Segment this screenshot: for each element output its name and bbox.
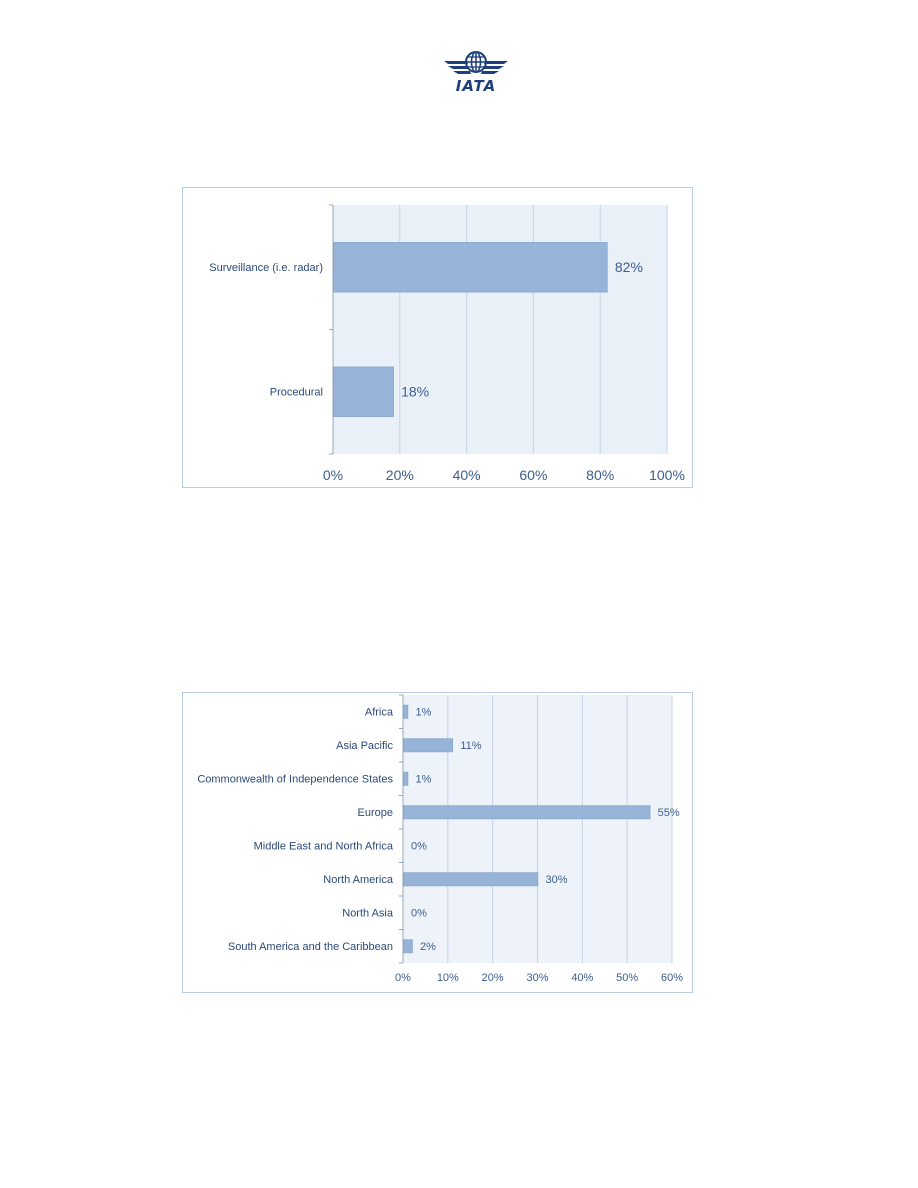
data-label: 1% bbox=[415, 707, 431, 719]
data-label: 55% bbox=[658, 807, 680, 819]
data-label: 82% bbox=[615, 259, 643, 275]
x-tick-label: 0% bbox=[395, 972, 411, 984]
x-tick-label: 40% bbox=[571, 972, 593, 984]
data-label: 30% bbox=[546, 874, 568, 886]
x-tick-label: 60% bbox=[661, 972, 683, 984]
x-tick-label: 60% bbox=[519, 467, 547, 483]
x-tick-label: 50% bbox=[616, 972, 638, 984]
x-tick-label: 30% bbox=[526, 972, 548, 984]
category-label: Africa bbox=[365, 707, 394, 719]
category-label: Europe bbox=[358, 807, 393, 819]
category-label: Middle East and North Africa bbox=[254, 841, 394, 853]
data-label: 0% bbox=[411, 841, 427, 853]
category-label: Asia Pacific bbox=[336, 740, 393, 752]
x-tick-label: 80% bbox=[586, 467, 614, 483]
category-label: Procedural bbox=[270, 387, 323, 399]
iata-logo: IATA bbox=[443, 50, 509, 98]
data-label: 18% bbox=[401, 384, 429, 400]
chart-control-type-svg: 0% 20% 40% 60% 80% 100% Surveillance (i.e. rad… bbox=[209, 204, 685, 483]
x-tick-label: 10% bbox=[437, 972, 459, 984]
chart-regions: 0% 10% 20% 30% 40% 50% 60% Africa 1% Asia Pacific… bbox=[182, 692, 693, 993]
bar bbox=[333, 242, 608, 293]
bar bbox=[333, 366, 394, 417]
data-label: 0% bbox=[411, 908, 427, 920]
globe-wings-icon bbox=[444, 51, 508, 74]
bar bbox=[403, 771, 409, 786]
x-tick-label: 40% bbox=[453, 467, 481, 483]
data-label: 11% bbox=[460, 740, 481, 752]
category-label: Commonwealth of Independence States bbox=[197, 774, 393, 786]
data-label: 1% bbox=[415, 774, 431, 786]
chart-control-type: 0% 20% 40% 60% 80% 100% Surveillance (i.e. rad… bbox=[182, 187, 693, 488]
data-label: 2% bbox=[420, 941, 436, 953]
logo-text: IATA bbox=[455, 77, 497, 95]
category-label: North America bbox=[323, 874, 394, 886]
bar bbox=[403, 872, 539, 887]
x-tick-label: 100% bbox=[649, 467, 685, 483]
bar bbox=[403, 704, 409, 719]
category-label: Surveillance (i.e. radar) bbox=[209, 262, 323, 274]
bar bbox=[403, 939, 413, 954]
chart-regions-svg: 0% 10% 20% 30% 40% 50% 60% Africa 1% Asia Pacific… bbox=[197, 694, 683, 984]
x-tick-label: 0% bbox=[323, 467, 343, 483]
category-label: North Asia bbox=[342, 908, 394, 920]
category-label: South America and the Caribbean bbox=[228, 941, 393, 953]
bar bbox=[403, 738, 454, 753]
x-tick-label: 20% bbox=[482, 972, 504, 984]
x-tick-label: 20% bbox=[386, 467, 414, 483]
bar bbox=[403, 805, 651, 820]
